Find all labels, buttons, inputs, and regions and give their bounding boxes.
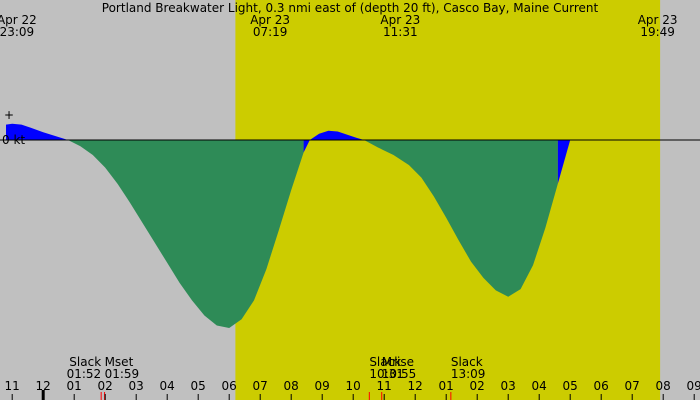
hour-tick-label-1: 12 xyxy=(36,379,51,393)
hour-tick-label-4: 03 xyxy=(129,379,144,393)
hour-tick-label-11: 10 xyxy=(346,379,361,393)
hour-tick-label-7: 06 xyxy=(222,379,237,393)
event-labels: Slack01:52Mset01:59Slack10:31Mrise10:55S… xyxy=(67,355,486,400)
date-label-3: Apr 23 xyxy=(638,13,678,27)
event-time-3: 10:55 xyxy=(382,367,417,381)
hour-tick-label-5: 04 xyxy=(160,379,175,393)
flood-area-2 xyxy=(303,130,365,153)
event-time-1: 01:59 xyxy=(105,367,140,381)
hour-tick-label-22: 09 xyxy=(687,379,700,393)
time-label-1: 07:19 xyxy=(253,25,288,39)
flood-area-0 xyxy=(6,123,68,140)
event-time-4: 13:09 xyxy=(451,367,486,381)
hour-tick-label-15: 02 xyxy=(470,379,485,393)
time-label-0: 23:09 xyxy=(0,25,34,39)
hour-tick-label-6: 05 xyxy=(191,379,206,393)
hour-tick-label-14: 01 xyxy=(439,379,454,393)
time-label-2: 11:31 xyxy=(383,25,418,39)
event-time-2: 10:31 xyxy=(369,367,404,381)
event-label-1: Mset xyxy=(105,355,134,369)
hour-tick-label-20: 07 xyxy=(625,379,640,393)
event-time-0: 01:52 xyxy=(67,367,102,381)
zero-kt-label: 0 kt xyxy=(2,133,25,147)
date-label-2: Apr 23 xyxy=(380,13,420,27)
date-label-1: Apr 23 xyxy=(250,13,290,27)
hour-tick-label-9: 08 xyxy=(284,379,299,393)
hour-tick-label-8: 07 xyxy=(253,379,268,393)
event-label-0: Slack xyxy=(69,355,101,369)
ebb-area-1 xyxy=(68,140,304,328)
chart-title: Portland Breakwater Light, 0.3 nmi east … xyxy=(102,1,599,15)
hour-tick-label-17: 04 xyxy=(532,379,547,393)
hour-tick-label-10: 09 xyxy=(315,379,330,393)
hour-tick-label-0: 11 xyxy=(5,379,20,393)
hour-tick-label-3: 02 xyxy=(98,379,113,393)
hour-tick-label-18: 05 xyxy=(563,379,578,393)
x-axis-ticks: 11 12 01 02 03 04 05 06 07 08 09 10 11 12 01 02 03 04 05 06… xyxy=(5,379,700,400)
hour-tick-label-16: 03 xyxy=(501,379,516,393)
plus-label: + xyxy=(4,108,14,122)
event-label-3: Mrise xyxy=(382,355,414,369)
date-label-0: Apr 22 xyxy=(0,13,37,27)
current-area xyxy=(6,123,571,328)
event-label-2: Slack xyxy=(369,355,401,369)
hour-tick-label-13: 12 xyxy=(408,379,423,393)
ebb-area-3 xyxy=(364,140,558,297)
hour-tick-label-21: 08 xyxy=(656,379,671,393)
hour-tick-label-12: 11 xyxy=(377,379,392,393)
flood-area-4 xyxy=(557,140,571,184)
time-label-3: 19:49 xyxy=(640,25,675,39)
hour-tick-label-19: 06 xyxy=(594,379,609,393)
hour-tick-label-2: 01 xyxy=(67,379,82,393)
event-label-4: Slack xyxy=(451,355,483,369)
